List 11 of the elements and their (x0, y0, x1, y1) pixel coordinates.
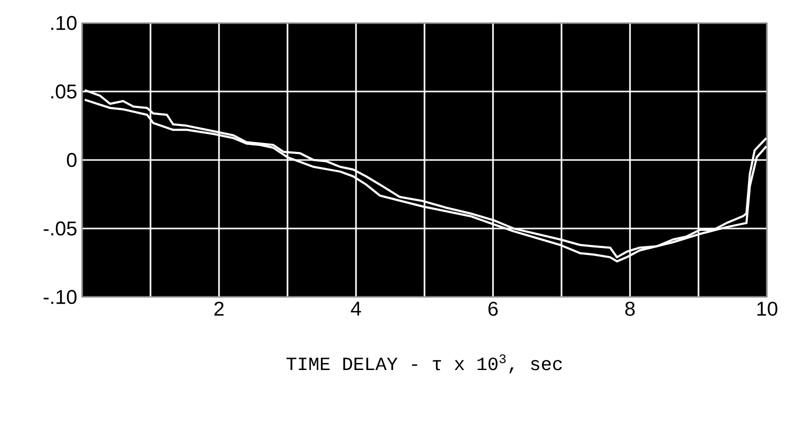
y-tick-label: -.10 (44, 290, 76, 304)
x-tick-label: 8 (625, 302, 635, 316)
x-tick-label: 4 (350, 302, 361, 316)
x-axis-title: TIME DELAY - τ x 10$^{3}$, sec (286, 354, 562, 374)
y-tick-label: 0 (66, 152, 77, 168)
y-tick-label: -.05 (44, 221, 76, 236)
x-tick-label: 10 (757, 302, 778, 316)
x-tick-label: 2 (214, 302, 224, 316)
y-tick-label: .10 (51, 16, 77, 30)
x-tick-label: 6 (488, 302, 498, 316)
y-tick-label: .05 (51, 84, 76, 99)
